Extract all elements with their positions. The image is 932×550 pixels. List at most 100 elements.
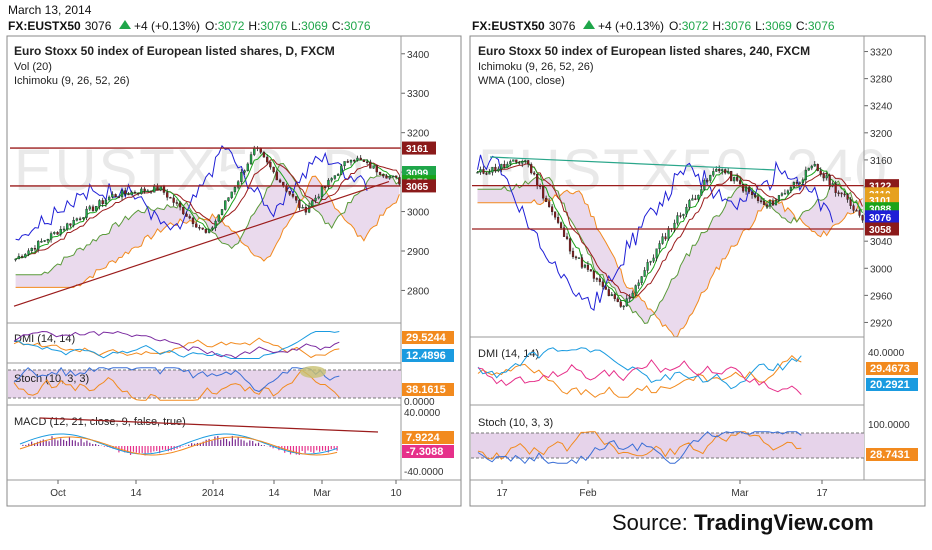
left-candle xyxy=(78,218,82,220)
left-candle xyxy=(372,165,375,169)
right-candle xyxy=(601,281,604,287)
left-time-tick-label: Mar xyxy=(313,488,331,499)
left-candle xyxy=(149,190,153,193)
right-candle xyxy=(559,222,563,229)
right-candle xyxy=(497,168,500,172)
left-candle xyxy=(353,159,356,162)
right-candle xyxy=(553,211,557,218)
right-candle xyxy=(718,169,721,172)
right-candle xyxy=(580,257,584,268)
left-time-tick-label: 2014 xyxy=(202,488,225,499)
right-quote-bar: FX:EUSTX50 3076 +4 (+0.13%) O:3072 H:3076 L:… xyxy=(472,19,835,33)
left-cloud-span-a xyxy=(15,162,400,276)
left-price-tag xyxy=(402,141,436,155)
left-stoch-label: Stoch (10, 3, 3) xyxy=(14,373,89,385)
right-dmi-line-0 xyxy=(477,354,802,398)
left-trendline xyxy=(13,181,390,307)
right-candle xyxy=(765,204,769,207)
left-price-tag-label: 3065 xyxy=(406,182,429,193)
right-candle xyxy=(533,172,536,175)
right-candle xyxy=(688,200,691,208)
right-price-marks xyxy=(472,154,864,338)
left-h-label: H: xyxy=(248,19,260,33)
right-price-tick-label: 2960 xyxy=(870,291,893,302)
right-candle xyxy=(637,282,640,286)
left-lagging-span xyxy=(15,144,368,241)
left-candle xyxy=(127,193,130,196)
left-l-label: L: xyxy=(291,19,301,33)
right-price-tag-label: 3058 xyxy=(869,225,892,236)
right-candle xyxy=(491,166,494,173)
left-candle xyxy=(30,248,33,252)
right-h: 3076 xyxy=(724,19,751,33)
right-candle xyxy=(536,174,539,187)
left-candle xyxy=(166,192,169,198)
right-candle xyxy=(658,243,661,250)
right-candle xyxy=(852,205,855,211)
left-candle xyxy=(385,175,388,179)
left-macd-label: MACD (12, 21, close, 9, false, true) xyxy=(14,416,186,428)
right-candle xyxy=(685,206,688,215)
right-candle xyxy=(762,201,766,205)
left-candle xyxy=(214,220,217,228)
right-candle xyxy=(768,200,772,207)
right-candle xyxy=(640,276,643,284)
left-candle xyxy=(159,186,162,191)
right-stoch-band xyxy=(471,433,864,458)
left-price-tag-label: 3099 xyxy=(406,169,429,180)
right-candle xyxy=(703,180,706,190)
right-candle xyxy=(691,198,694,201)
right-price-tag-label: 3101 xyxy=(869,196,892,207)
left-macd-pane: MACD (12, 21, close, 9, false, true) 40.… xyxy=(14,408,454,478)
left-stoch-highlight xyxy=(300,366,326,378)
right-candle xyxy=(792,182,795,188)
right-candle xyxy=(521,161,524,164)
left-dmi-tag-plus xyxy=(402,331,454,344)
left-dmi-line-0 xyxy=(13,337,340,359)
right-conversion-line xyxy=(477,161,863,304)
left-candle xyxy=(59,228,62,235)
left-conversion-line xyxy=(15,151,400,260)
left-candle xyxy=(391,175,395,178)
right-candle xyxy=(834,183,837,193)
left-time-tick-label: Oct xyxy=(50,488,66,499)
left-candle xyxy=(333,175,337,179)
left-candle xyxy=(43,240,46,242)
right-price-tick-label: 3240 xyxy=(870,102,893,113)
right-candle xyxy=(753,194,757,197)
right-candle xyxy=(736,177,739,181)
left-candle xyxy=(375,165,378,173)
left-price-tick-label: 3300 xyxy=(407,89,430,100)
right-price-pane: EUSTX50, 240 Euro Stoxx 50 index of Euro… xyxy=(472,44,899,338)
left-candle xyxy=(285,185,288,192)
right-time-tick-label: 17 xyxy=(496,488,508,499)
right-symbol: FX:EUSTX50 xyxy=(472,19,545,33)
left-stoch-tag xyxy=(402,383,454,396)
left-candle xyxy=(330,178,333,181)
left-c-label: C: xyxy=(332,19,344,33)
right-candle xyxy=(795,182,798,184)
right-candle xyxy=(598,278,601,282)
left-candle xyxy=(320,186,324,198)
left-candle xyxy=(378,171,382,175)
left-candle xyxy=(346,161,349,163)
right-candle xyxy=(709,174,712,181)
right-candle xyxy=(673,222,676,229)
right-dmi-line-2 xyxy=(477,359,802,395)
right-candle xyxy=(721,169,724,172)
left-candle xyxy=(394,175,398,178)
right-c: 3076 xyxy=(808,19,835,33)
right-price-tick-label: 3040 xyxy=(870,237,893,248)
left-candle xyxy=(175,202,179,204)
right-candle xyxy=(816,164,819,172)
right-candle xyxy=(616,298,619,302)
left-candle xyxy=(317,196,320,199)
right-candle xyxy=(855,210,858,212)
left-candle xyxy=(262,152,266,158)
right-candle xyxy=(592,270,595,279)
left-candle xyxy=(120,190,124,198)
right-candle xyxy=(622,305,625,308)
right-candle xyxy=(488,172,491,175)
left-candle xyxy=(162,186,166,193)
left-time-tick-label: 14 xyxy=(130,488,142,499)
